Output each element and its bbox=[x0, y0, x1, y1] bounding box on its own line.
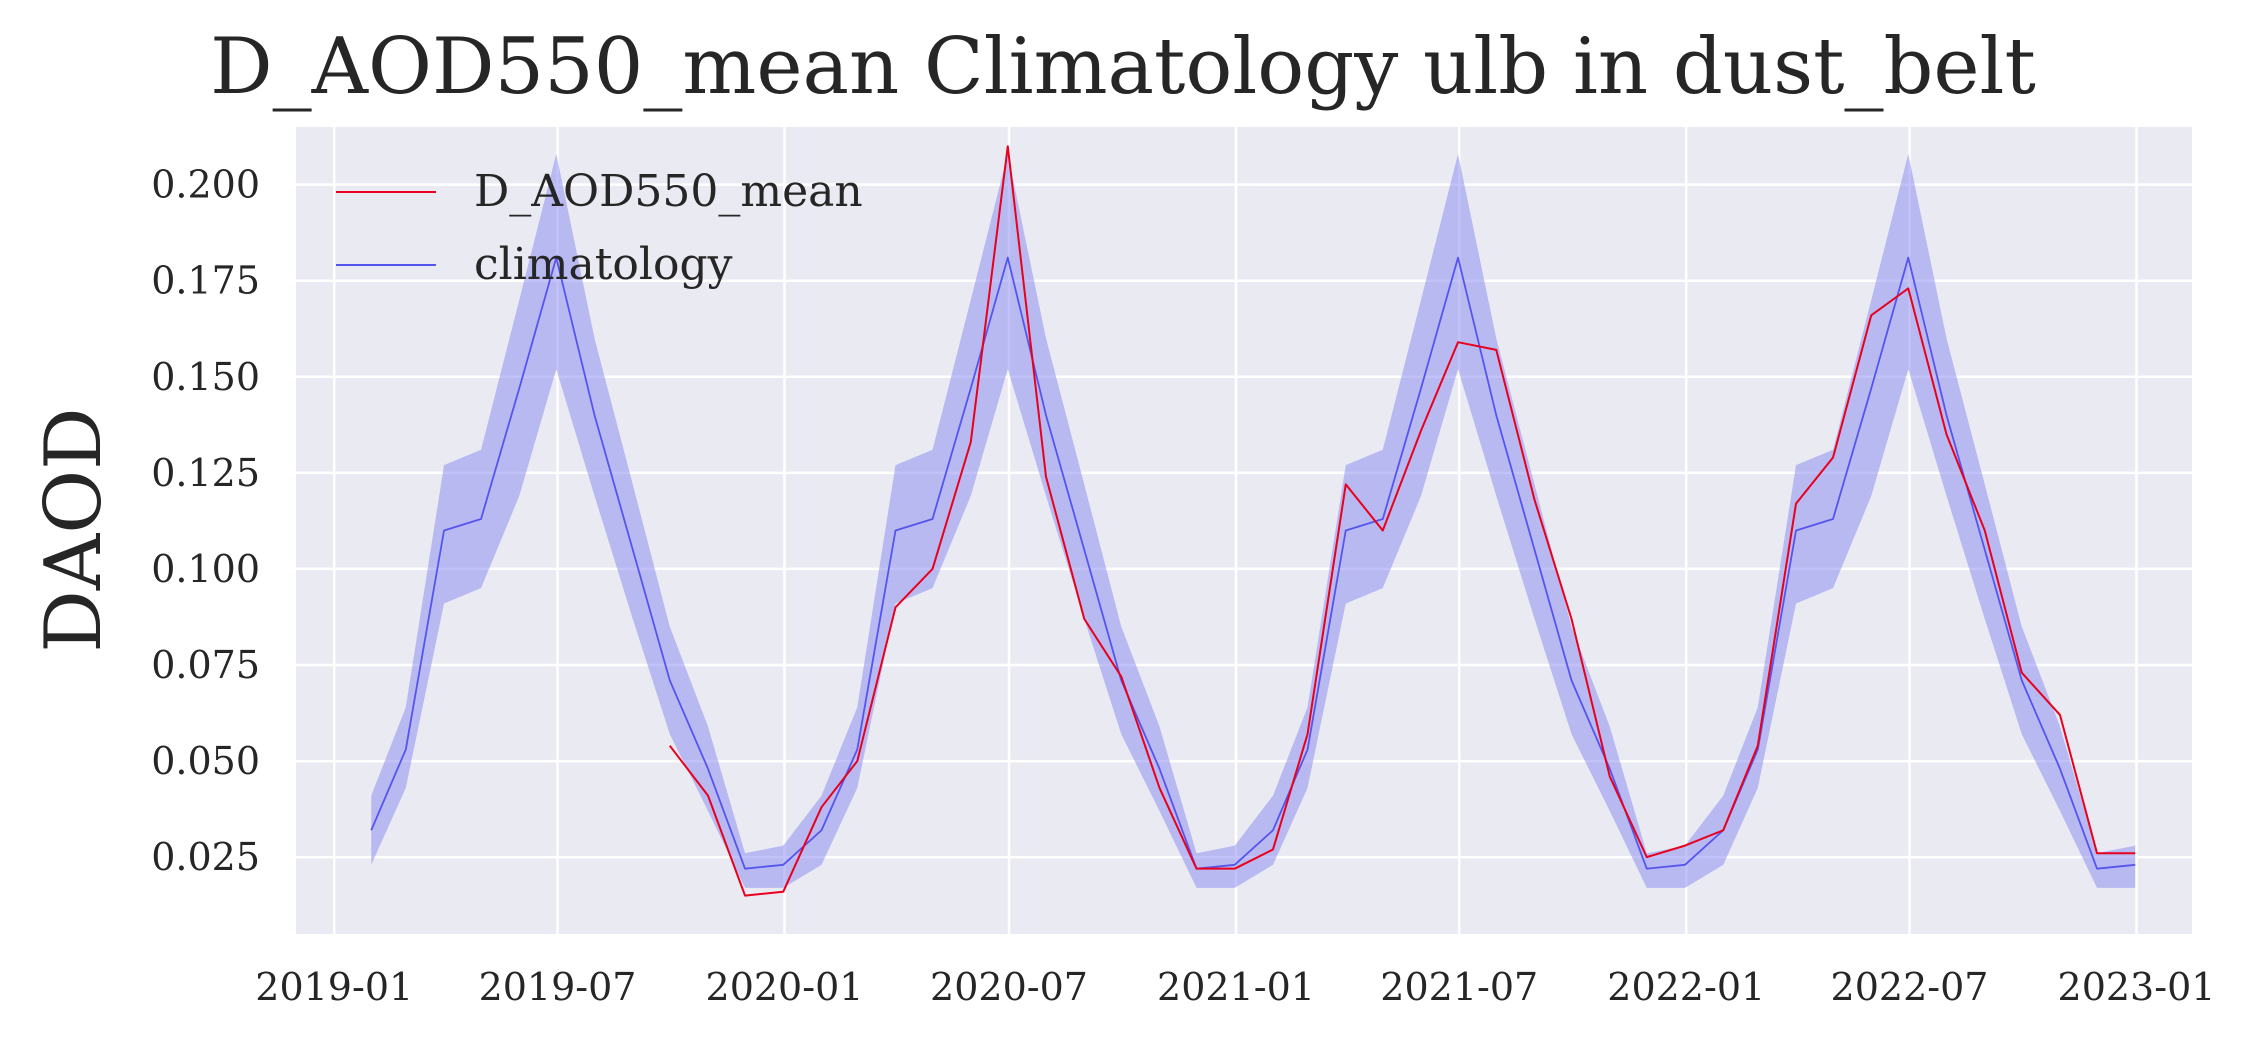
y-tick-label: 0.100 bbox=[151, 547, 260, 591]
y-tick-label: 0.050 bbox=[151, 739, 260, 783]
y-tick-label: 0.025 bbox=[151, 835, 260, 879]
climatology-band bbox=[371, 153, 2136, 888]
x-tick-label: 2021-01 bbox=[1157, 965, 1315, 1009]
y-axis-ticks: 0.025 0.050 0.075 0.100 0.125 0.150 0.175 0.200 bbox=[151, 163, 260, 880]
grid-lines bbox=[296, 127, 2192, 934]
x-axis-ticks: 2019-01 2019-07 2020-01 2020-07 2021-01 2021-… bbox=[255, 965, 2215, 1009]
chart-title: D_AOD550_mean Climatology ulb in dust_be… bbox=[210, 22, 2036, 112]
y-tick-label: 0.125 bbox=[151, 451, 260, 495]
climatology-band-layer bbox=[371, 153, 2136, 888]
x-tick-label: 2020-01 bbox=[706, 965, 864, 1009]
x-tick-label: 2022-01 bbox=[1607, 965, 1765, 1009]
legend: D_AOD550_mean climatology bbox=[336, 166, 863, 290]
y-tick-label: 0.175 bbox=[151, 259, 260, 303]
series-line-climatology bbox=[370, 256, 2136, 870]
x-tick-label: 2020-07 bbox=[930, 965, 1088, 1009]
y-tick-label: 0.075 bbox=[151, 643, 260, 687]
series-line-d-aod550-mean bbox=[668, 145, 2136, 897]
y-tick-label: 0.200 bbox=[151, 163, 260, 207]
x-tick-label: 2023-01 bbox=[2058, 965, 2216, 1009]
x-tick-label: 2021-07 bbox=[1380, 965, 1538, 1009]
legend-label-mean: D_AOD550_mean bbox=[474, 166, 863, 217]
y-tick-label: 0.150 bbox=[151, 355, 260, 399]
x-tick-label: 2019-01 bbox=[255, 965, 413, 1009]
legend-label-climatology: climatology bbox=[474, 239, 733, 290]
y-axis-label: DAOD bbox=[29, 407, 119, 652]
series-lines bbox=[370, 145, 2136, 897]
x-tick-label: 2019-07 bbox=[479, 965, 637, 1009]
x-tick-label: 2022-07 bbox=[1831, 965, 1989, 1009]
